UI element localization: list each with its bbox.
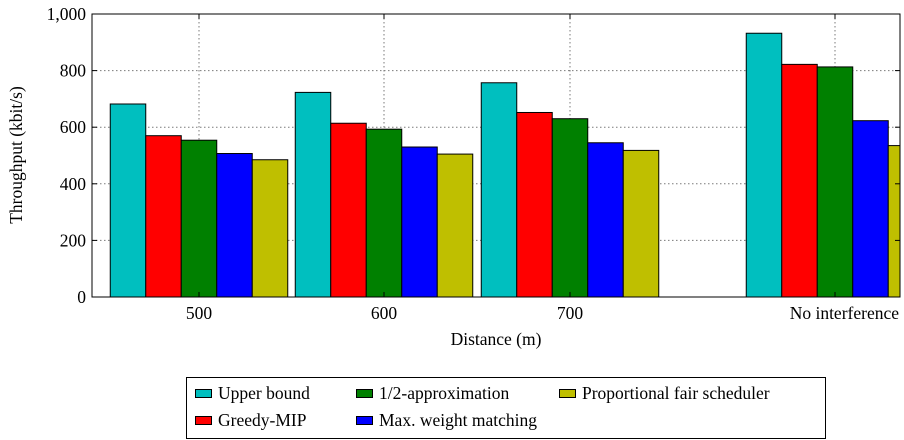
y-tick-labels: 0 200 400 600 800 1,000 xyxy=(47,4,87,307)
legend: Upper bound Greedy-MIP 1/2-approximation… xyxy=(186,377,826,439)
y-tick-label: 800 xyxy=(60,61,87,81)
y-tick-label: 200 xyxy=(60,230,87,250)
bars xyxy=(109,32,901,298)
legend-label-upper-bound: Upper bound xyxy=(218,383,310,403)
bar-proportional-fair-scheduler-600 xyxy=(436,153,474,298)
bar-upper-bound-700 xyxy=(480,82,518,298)
bar-greedy-mip-600 xyxy=(330,122,367,298)
bar-upper-bound-no-interference xyxy=(745,32,783,298)
y-tick-label: 400 xyxy=(60,174,87,194)
bar-max-weight-matching-600 xyxy=(401,146,438,298)
x-axis-label: Distance (m) xyxy=(451,329,542,349)
bar-proportional-fair-scheduler-no-interference xyxy=(887,145,901,298)
bar-max-weight-matching-700 xyxy=(587,142,624,298)
bar-1-2-approximation-no-interference xyxy=(816,66,854,298)
bar-1-2-approximation-500 xyxy=(180,139,218,298)
bar-max-weight-matching-no-interference xyxy=(852,120,889,298)
legend-item-proportional-fair: Proportional fair scheduler xyxy=(559,383,770,404)
y-tick-label: 1,000 xyxy=(47,4,87,24)
legend-label-proportional-fair: Proportional fair scheduler xyxy=(582,383,770,403)
bar-upper-bound-600 xyxy=(294,91,332,298)
legend-label-half-approximation: 1/2-approximation xyxy=(379,383,510,403)
bar-1-2-approximation-600 xyxy=(365,128,403,298)
x-tick-label: 500 xyxy=(186,303,213,323)
x-tick-label: No interference xyxy=(790,303,900,323)
plot-frame xyxy=(91,13,901,298)
legend-item-upper-bound: Upper bound xyxy=(195,383,310,404)
bar-max-weight-matching-500 xyxy=(216,153,253,298)
legend-swatch-upper-bound xyxy=(195,389,212,398)
legend-swatch-greedy-mip xyxy=(195,416,212,425)
bar-greedy-mip-no-interference xyxy=(781,63,818,298)
x-tick-label: 600 xyxy=(371,303,398,323)
axes xyxy=(91,13,901,298)
legend-item-greedy-mip: Greedy-MIP xyxy=(195,410,306,431)
bar-greedy-mip-500 xyxy=(145,135,182,298)
x-tick-labels: 500 600 700 No interference xyxy=(186,303,899,323)
bar-1-2-approximation-700 xyxy=(551,118,589,298)
x-tick-label: 700 xyxy=(557,303,584,323)
legend-swatch-proportional-fair xyxy=(559,389,576,398)
legend-label-greedy-mip: Greedy-MIP xyxy=(218,410,307,430)
legend-item-max-weight-matching: Max. weight matching xyxy=(356,410,537,431)
y-tick-label: 600 xyxy=(60,117,87,137)
legend-swatch-max-weight-matching xyxy=(356,416,373,425)
bar-proportional-fair-scheduler-500 xyxy=(251,159,289,298)
bar-greedy-mip-700 xyxy=(516,111,553,298)
bar-upper-bound-500 xyxy=(109,103,147,298)
y-axis-label: Throughput (kbit/s) xyxy=(6,86,26,224)
bar-proportional-fair-scheduler-700 xyxy=(622,149,660,298)
y-tick-label: 0 xyxy=(77,287,86,307)
legend-item-half-approximation: 1/2-approximation xyxy=(356,383,509,404)
legend-label-max-weight-matching: Max. weight matching xyxy=(379,410,537,430)
legend-swatch-half-approximation xyxy=(356,389,373,398)
